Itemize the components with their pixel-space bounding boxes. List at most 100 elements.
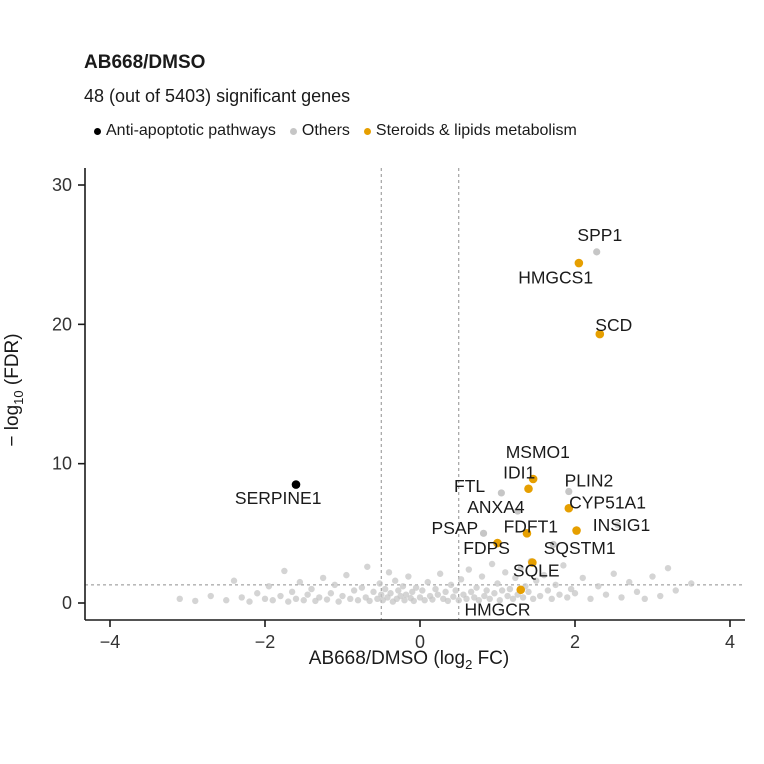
gene-point-insig1: [572, 526, 581, 535]
background-point: [475, 597, 483, 604]
gene-point-plin2: [565, 487, 573, 496]
background-point: [649, 573, 656, 580]
gene-label-serpine1: SERPINE1: [235, 488, 322, 508]
background-point: [409, 588, 416, 596]
gene-label-plin2: PLIN2: [565, 470, 614, 490]
plot-title: AB668/DMSO: [84, 52, 206, 73]
background-point: [350, 587, 358, 594]
background-point: [509, 595, 517, 603]
gene-label-fdps: FDPS: [463, 538, 510, 558]
gene-point-scd: [595, 329, 605, 339]
x-axis-title: AB668/DMSO (log2 FC): [308, 648, 510, 672]
background-point: [618, 594, 625, 601]
gene-point-sqstm1: [549, 540, 557, 549]
background-point: [506, 585, 514, 593]
background-point: [548, 595, 555, 603]
background-point: [331, 581, 338, 589]
background-point: [491, 590, 498, 597]
background-point: [364, 563, 371, 570]
background-point: [288, 588, 296, 596]
background-point: [595, 583, 602, 590]
gene-point-msmo1: [528, 474, 538, 484]
background-point: [376, 580, 383, 587]
gene-point-hmgcs1: [574, 258, 584, 268]
background-point: [323, 596, 331, 603]
y-tick-label: 0: [62, 593, 72, 613]
background-point: [465, 566, 473, 573]
background-point: [641, 595, 648, 603]
gene-label-psap: PSAP: [432, 518, 479, 538]
background-point: [434, 591, 442, 598]
background-point: [444, 597, 452, 605]
background-point: [442, 588, 449, 596]
legend-dot-others-icon: [289, 127, 297, 135]
background-point: [688, 580, 695, 587]
legend-label-anti-apoptotic: Anti-apoptotic pathways: [106, 122, 276, 139]
background-point: [478, 573, 486, 580]
gene-label-msmo1: MSMO1: [506, 442, 570, 462]
background-point: [410, 597, 417, 605]
background-point: [421, 597, 428, 604]
background-point: [399, 583, 407, 590]
gene-label-scd: SCD: [595, 315, 632, 335]
background-point: [385, 569, 393, 576]
gene-point-fdps: [493, 538, 502, 548]
background-point: [207, 592, 214, 600]
x-tick-label: −2: [255, 632, 276, 652]
gene-point-sqle: [528, 558, 537, 567]
background-point: [614, 521, 621, 529]
background-point: [452, 587, 459, 594]
gene-point-serpine1: [291, 480, 301, 489]
background-point: [447, 581, 455, 589]
background-point: [246, 598, 253, 605]
background-point: [633, 588, 641, 596]
x-tick-label: −4: [100, 632, 121, 652]
background-point: [429, 596, 436, 603]
background-point: [626, 578, 633, 586]
background-point: [254, 590, 261, 597]
background-point: [610, 570, 617, 577]
background-point: [664, 564, 672, 572]
background-point: [450, 593, 457, 600]
background-point: [587, 595, 594, 603]
background-point: [529, 595, 537, 603]
legend-item-steroids: Steroids & lipids metabolism: [363, 122, 577, 140]
background-point: [339, 592, 346, 600]
background-point: [416, 594, 424, 601]
background-point: [378, 591, 385, 598]
background-point: [277, 592, 284, 600]
y-tick-label: 30: [52, 175, 72, 195]
background-point: [657, 592, 664, 600]
background-point: [335, 598, 342, 605]
background-point: [419, 587, 426, 594]
background-point: [296, 578, 304, 586]
background-point: [230, 577, 238, 584]
gene-label-cyp51a1: CYP51A1: [569, 493, 646, 513]
gene-label-spp1: SPP1: [577, 225, 622, 245]
background-point: [473, 584, 480, 591]
background-point: [269, 597, 276, 604]
background-point: [285, 598, 292, 605]
background-point: [502, 569, 509, 576]
background-point: [395, 587, 402, 594]
gene-label-sqstm1: SQSTM1: [544, 538, 616, 558]
legend-dot-steroids-icon: [363, 127, 371, 135]
y-tick-label: 10: [52, 454, 72, 474]
background-point: [519, 594, 527, 601]
background-point: [517, 564, 524, 572]
gene-point-hmgcr: [516, 585, 526, 595]
background-point: [304, 591, 311, 598]
background-point: [192, 597, 199, 605]
y-tick-label: 20: [52, 314, 72, 334]
background-point: [300, 597, 307, 604]
gene-point-psap: [479, 529, 488, 537]
legend: Anti-apoptotic pathways Others Steroids …: [94, 122, 577, 140]
background-point: [488, 560, 496, 568]
background-point: [424, 578, 431, 586]
x-tick-label: 2: [570, 632, 580, 652]
background-point: [504, 592, 511, 600]
background-point: [405, 573, 412, 580]
background-point: [381, 585, 389, 593]
